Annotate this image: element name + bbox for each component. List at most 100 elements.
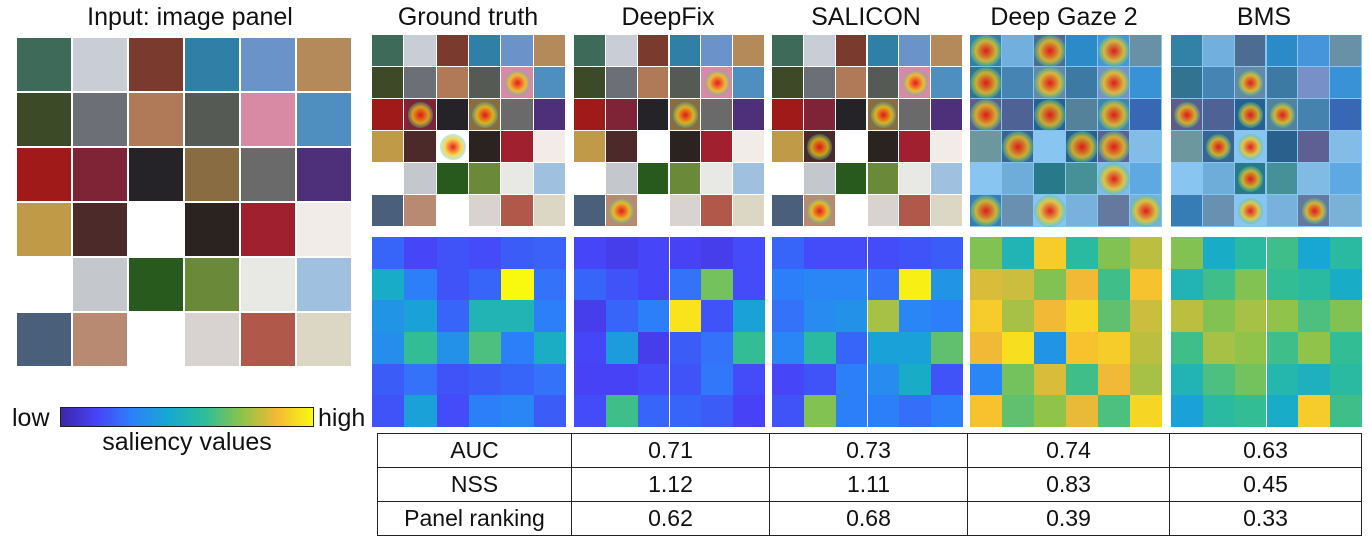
grid-cell: [129, 313, 183, 366]
grid-cell: [436, 195, 468, 226]
grid-cell: [899, 268, 932, 301]
grid-cell: [1066, 268, 1098, 301]
heatmap-deep-gaze-2: [970, 237, 1162, 427]
grid-cell: [701, 35, 733, 66]
saliency-hotspot: [1269, 102, 1296, 128]
grid-cell: [1130, 300, 1162, 332]
grid-cell: [803, 268, 836, 301]
grid-cell: [669, 237, 702, 269]
grid-cell: [1298, 332, 1331, 364]
grid-cell: [404, 363, 437, 396]
saliency-hotspot: [1066, 131, 1098, 163]
grid-cell: [970, 363, 1002, 396]
saliency-hotspot: [902, 70, 928, 96]
saliency-hotspot: [807, 134, 833, 160]
grid-cell: [970, 332, 1002, 364]
grid-cell: [899, 237, 932, 269]
grid-cell: [574, 195, 605, 226]
grid-cell: [73, 38, 127, 91]
grid-cell: [185, 258, 239, 311]
grid-cell: [372, 237, 405, 269]
grid-cell: [970, 237, 1002, 269]
heatmap-bms: [1171, 237, 1362, 427]
grid-cell: [733, 131, 764, 162]
grid-cell: [1202, 332, 1235, 364]
metric-label-auc: AUC: [377, 433, 572, 468]
metric-value: 0.39: [967, 501, 1170, 536]
grid-cell: [835, 332, 868, 364]
grid-cell: [835, 395, 868, 427]
grid-cell: [605, 99, 637, 130]
grid-cell: [733, 237, 765, 269]
grid-cell: [1266, 237, 1299, 269]
grid-cell: [803, 35, 835, 66]
grid-cell: [899, 395, 932, 427]
grid-cell: [931, 195, 962, 226]
grid-cell: [605, 332, 638, 364]
grid-cell: [637, 195, 669, 226]
column-title-bms: BMS: [1236, 3, 1292, 31]
grid-cell: [436, 67, 468, 98]
grid-cell: [605, 237, 638, 269]
grid-cell: [1171, 268, 1203, 301]
saliency-hotspot: [1174, 102, 1200, 128]
grid-cell: [372, 300, 405, 332]
column-title-salicon: SALICON: [811, 3, 921, 31]
grid-cell: [867, 363, 900, 396]
grid-cell: [772, 35, 803, 66]
grid-cell: [574, 237, 606, 269]
grid-cell: [1002, 237, 1034, 269]
saliency-hotspot: [1301, 198, 1327, 224]
grid-cell: [436, 363, 469, 396]
grid-cell: [574, 300, 606, 332]
grid-cell: [533, 99, 565, 130]
grid-cell: [867, 195, 899, 226]
metric-value: 0.68: [769, 501, 968, 536]
grid-cell: [931, 395, 963, 427]
grid-cell: [1330, 300, 1362, 332]
grid-cell: [372, 195, 404, 226]
grid-cell: [605, 163, 637, 194]
grid-cell: [469, 67, 501, 98]
grid-cell: [297, 93, 351, 146]
metrics-table: AUC 0.71 0.73 0.74 0.63 NSS 1.12 1.11 0.…: [377, 433, 1362, 536]
grid-cell: [1066, 300, 1098, 332]
grid-cell: [669, 35, 701, 66]
grid-cell: [772, 395, 804, 427]
grid-cell: [772, 268, 804, 301]
grid-cell: [1130, 395, 1162, 427]
grid-cell: [73, 313, 127, 366]
grid-cell: [241, 148, 295, 201]
grid-cell: [129, 258, 183, 311]
grid-cell: [931, 67, 962, 98]
saliency-hotspot: [970, 99, 1002, 131]
saliency-hotspot: [1098, 163, 1130, 195]
grid-cell: [1066, 363, 1098, 396]
saliency-hotspot: [1034, 35, 1066, 67]
grid-cell: [637, 131, 669, 162]
grid-cell: [1266, 300, 1299, 332]
grid-cell: [436, 332, 469, 364]
column-title-deepfix: DeepFix: [621, 3, 715, 31]
grid-cell: [931, 131, 962, 162]
heatmap-ground-truth: [372, 237, 566, 427]
grid-cell: [501, 131, 533, 162]
input-panel-title: Input: image panel: [87, 3, 293, 31]
grid-cell: [1130, 363, 1162, 396]
grid-cell: [605, 395, 638, 427]
grid-cell: [1002, 363, 1034, 396]
grid-cell: [772, 99, 803, 130]
saliency-hotspot: [1098, 131, 1130, 163]
grid-cell: [241, 313, 295, 366]
grid-cell: [372, 163, 404, 194]
grid-cell: [129, 38, 183, 91]
grid-cell: [469, 395, 502, 427]
saliency-hotspot: [970, 195, 1002, 227]
grid-cell: [1330, 363, 1362, 396]
grid-cell: [931, 363, 963, 396]
grid-cell: [772, 195, 803, 226]
metric-label-nss: NSS: [377, 467, 572, 502]
grid-cell: [701, 237, 734, 269]
grid-cell: [669, 131, 701, 162]
grid-cell: [605, 67, 637, 98]
